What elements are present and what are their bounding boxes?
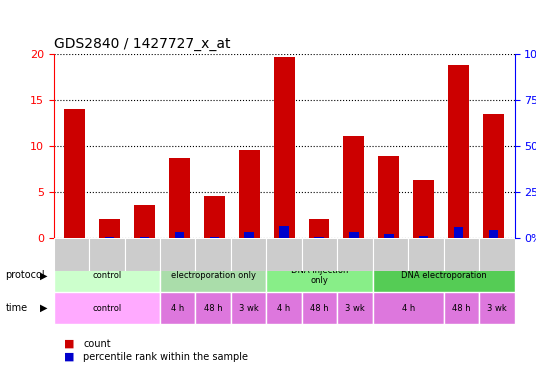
Text: ■: ■ xyxy=(64,339,75,349)
Bar xyxy=(419,236,428,238)
Text: 48 h: 48 h xyxy=(452,304,471,313)
Bar xyxy=(314,237,324,238)
Bar xyxy=(134,205,155,238)
Bar xyxy=(384,234,393,238)
Bar xyxy=(302,238,337,271)
Bar xyxy=(337,238,373,271)
Bar xyxy=(54,292,160,324)
Bar xyxy=(54,259,160,292)
Text: 4 h: 4 h xyxy=(401,304,415,313)
Text: GDS2840 / 1427727_x_at: GDS2840 / 1427727_x_at xyxy=(54,37,230,51)
Bar xyxy=(210,237,219,238)
Bar xyxy=(444,292,479,324)
Bar xyxy=(273,56,295,238)
Bar xyxy=(309,219,330,238)
Bar xyxy=(489,230,498,238)
Bar xyxy=(204,196,225,238)
Bar xyxy=(89,238,124,271)
Bar xyxy=(344,136,364,238)
Bar xyxy=(373,259,515,292)
Bar xyxy=(160,292,196,324)
Text: percentile rank within the sample: percentile rank within the sample xyxy=(83,352,248,362)
Bar xyxy=(160,238,196,271)
Text: ▶: ▶ xyxy=(40,303,48,313)
Text: 3 wk: 3 wk xyxy=(487,304,507,313)
Bar xyxy=(266,259,373,292)
Text: 3 wk: 3 wk xyxy=(239,304,258,313)
Bar xyxy=(373,238,408,271)
Bar xyxy=(231,238,266,271)
Text: ▶: ▶ xyxy=(40,270,48,280)
Bar xyxy=(279,225,289,238)
Bar xyxy=(54,238,89,271)
Bar xyxy=(244,232,254,238)
Bar xyxy=(196,238,231,271)
Bar xyxy=(231,292,266,324)
Text: 4 h: 4 h xyxy=(278,304,291,313)
Text: 48 h: 48 h xyxy=(310,304,329,313)
Bar xyxy=(479,238,515,271)
Bar xyxy=(160,259,266,292)
Bar xyxy=(266,292,302,324)
Bar xyxy=(124,238,160,271)
Bar xyxy=(337,292,373,324)
Text: control: control xyxy=(92,304,122,313)
Text: time: time xyxy=(5,303,27,313)
Bar xyxy=(454,227,464,238)
Bar xyxy=(448,65,469,238)
Bar xyxy=(408,238,444,271)
Text: DNA electroporation: DNA electroporation xyxy=(401,271,487,280)
Bar xyxy=(444,238,479,271)
Bar xyxy=(175,232,184,238)
Text: DNA injection
only: DNA injection only xyxy=(291,266,348,285)
Bar xyxy=(140,237,149,238)
Bar xyxy=(169,158,190,238)
Bar xyxy=(378,156,399,238)
Text: ■: ■ xyxy=(64,352,75,362)
Bar xyxy=(99,219,120,238)
Bar xyxy=(349,232,359,238)
Bar xyxy=(64,109,85,238)
Text: control: control xyxy=(92,271,122,280)
Text: 3 wk: 3 wk xyxy=(345,304,365,313)
Bar xyxy=(302,292,337,324)
Bar xyxy=(196,292,231,324)
Bar xyxy=(239,150,259,238)
Bar xyxy=(373,292,444,324)
Text: 48 h: 48 h xyxy=(204,304,222,313)
Bar xyxy=(266,238,302,271)
Bar xyxy=(483,114,504,238)
Bar xyxy=(479,292,515,324)
Text: count: count xyxy=(83,339,111,349)
Text: 4 h: 4 h xyxy=(171,304,184,313)
Text: electroporation only: electroporation only xyxy=(170,271,256,280)
Bar xyxy=(413,180,434,238)
Bar xyxy=(105,237,114,238)
Text: protocol: protocol xyxy=(5,270,45,280)
